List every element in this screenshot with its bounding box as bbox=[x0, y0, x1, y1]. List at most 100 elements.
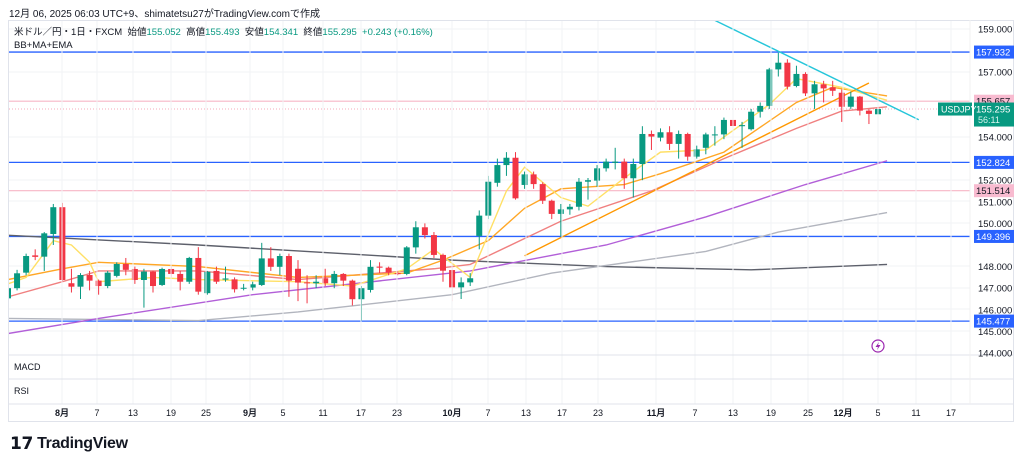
candle-body bbox=[793, 73, 800, 87]
candle bbox=[322, 268, 329, 287]
high-value: 155.493 bbox=[205, 27, 240, 38]
macd-pane-label[interactable]: MACD bbox=[14, 362, 41, 372]
low-label: 安値 bbox=[244, 27, 264, 38]
price-level-value: 152.824 bbox=[976, 158, 1010, 169]
candle bbox=[186, 256, 193, 284]
x-tick-label: 19 bbox=[766, 408, 776, 418]
symbol-description[interactable]: 米ドル／円・1日・FXCM bbox=[14, 27, 123, 38]
candle bbox=[856, 95, 863, 116]
candle-body bbox=[856, 96, 863, 111]
candle bbox=[693, 145, 700, 159]
x-tick-label: 9月 bbox=[243, 408, 257, 418]
candle bbox=[295, 260, 301, 302]
candle bbox=[503, 152, 510, 176]
candle-body bbox=[847, 96, 854, 107]
candle-body bbox=[521, 174, 528, 185]
candle bbox=[9, 288, 11, 299]
candle bbox=[802, 72, 809, 96]
lightning-icon[interactable] bbox=[871, 339, 885, 353]
symbol-tag bbox=[938, 102, 972, 116]
candle-body bbox=[177, 273, 184, 282]
candle-body bbox=[295, 268, 301, 283]
x-tick-label: 7 bbox=[485, 408, 490, 418]
chart-panel[interactable] bbox=[8, 20, 1014, 422]
candle bbox=[702, 132, 709, 155]
close-label: 終値 bbox=[303, 27, 323, 38]
candle-body bbox=[430, 235, 437, 255]
candle bbox=[793, 65, 800, 88]
candle-body bbox=[376, 266, 383, 268]
price-level-value: 145.477 bbox=[976, 317, 1010, 328]
candle bbox=[394, 270, 401, 276]
candle bbox=[104, 270, 111, 289]
moving-average-line bbox=[9, 234, 888, 271]
x-tick-label: 10月 bbox=[442, 408, 461, 418]
candle-body bbox=[23, 256, 30, 273]
x-tick-label: 7 bbox=[94, 408, 99, 418]
candle bbox=[77, 273, 84, 299]
candle bbox=[23, 253, 30, 276]
candle bbox=[630, 158, 637, 198]
candle bbox=[838, 89, 845, 122]
price-level-value: 149.396 bbox=[976, 232, 1010, 243]
candle-body bbox=[575, 181, 582, 207]
candle-body bbox=[258, 258, 265, 285]
rsi-pane-label[interactable]: RSI bbox=[14, 386, 30, 396]
candle-body bbox=[304, 282, 311, 284]
candle bbox=[258, 242, 265, 287]
trendline bbox=[524, 82, 870, 257]
candle bbox=[177, 270, 184, 291]
price-level-value: 157.932 bbox=[976, 48, 1010, 59]
candle bbox=[639, 126, 646, 181]
y-tick-label: 144.000 bbox=[978, 349, 1012, 360]
candle-body bbox=[494, 165, 501, 183]
candle bbox=[585, 178, 591, 200]
candle bbox=[412, 221, 419, 254]
candle-body bbox=[440, 254, 446, 271]
candle-body bbox=[285, 256, 292, 281]
indicator-legend[interactable]: BB+MA+EMA bbox=[14, 40, 73, 51]
candle-body bbox=[512, 157, 519, 199]
candle-body bbox=[32, 255, 39, 257]
y-tick-label: 159.000 bbox=[978, 25, 1012, 36]
candle bbox=[340, 273, 347, 287]
candle bbox=[521, 171, 528, 189]
candle bbox=[195, 247, 202, 295]
candle bbox=[594, 165, 601, 187]
last-price-value: 155.295 bbox=[976, 105, 1010, 116]
candle bbox=[557, 203, 564, 237]
candle bbox=[820, 80, 827, 103]
candle bbox=[494, 158, 501, 187]
tradingview-logo-icon: 𝟭𝟳 bbox=[10, 434, 34, 453]
moving-average-line bbox=[9, 77, 888, 287]
candle-body bbox=[630, 164, 637, 179]
candle-body bbox=[9, 288, 11, 299]
x-tick-label: 7 bbox=[692, 408, 697, 418]
candle bbox=[32, 249, 39, 261]
candle-body bbox=[222, 278, 229, 280]
candle-body bbox=[340, 273, 347, 281]
candle-body bbox=[159, 268, 166, 285]
candle bbox=[403, 246, 410, 276]
candle-body bbox=[140, 271, 147, 280]
y-tick-label: 146.000 bbox=[978, 305, 1012, 316]
x-tick-label: 13 bbox=[128, 408, 138, 418]
candle-body bbox=[639, 133, 646, 164]
candle-body bbox=[648, 133, 655, 137]
moving-average-line bbox=[9, 106, 888, 298]
x-tick-label: 23 bbox=[593, 408, 603, 418]
candle bbox=[775, 52, 782, 77]
candle bbox=[666, 126, 673, 150]
candle-body bbox=[313, 281, 320, 284]
candle-body bbox=[213, 270, 220, 282]
candle-body bbox=[684, 133, 691, 157]
candle-body bbox=[612, 161, 619, 163]
x-tick-label: 11月 bbox=[647, 408, 666, 418]
lightning-icon-bolt bbox=[875, 342, 881, 350]
candle bbox=[711, 126, 718, 146]
candle bbox=[204, 270, 211, 295]
candle-body bbox=[86, 275, 93, 281]
candle-body bbox=[322, 278, 329, 284]
candle-body bbox=[838, 92, 845, 107]
